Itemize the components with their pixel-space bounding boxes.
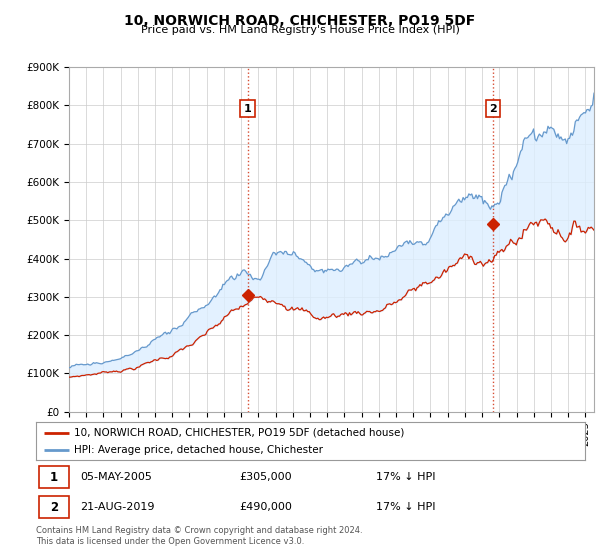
Text: 2: 2 xyxy=(489,104,497,114)
Text: 17% ↓ HPI: 17% ↓ HPI xyxy=(376,472,436,482)
Text: 10, NORWICH ROAD, CHICHESTER, PO19 5DF (detached house): 10, NORWICH ROAD, CHICHESTER, PO19 5DF (… xyxy=(74,427,405,437)
FancyBboxPatch shape xyxy=(39,466,69,488)
Text: £490,000: £490,000 xyxy=(239,502,292,512)
Text: 1: 1 xyxy=(244,104,251,114)
Text: 05-MAY-2005: 05-MAY-2005 xyxy=(80,472,152,482)
Text: 1: 1 xyxy=(50,470,58,483)
Text: 17% ↓ HPI: 17% ↓ HPI xyxy=(376,502,436,512)
FancyBboxPatch shape xyxy=(39,496,69,518)
Text: 21-AUG-2019: 21-AUG-2019 xyxy=(80,502,154,512)
Text: Price paid vs. HM Land Registry's House Price Index (HPI): Price paid vs. HM Land Registry's House … xyxy=(140,25,460,35)
Text: 10, NORWICH ROAD, CHICHESTER, PO19 5DF: 10, NORWICH ROAD, CHICHESTER, PO19 5DF xyxy=(124,14,476,28)
Text: HPI: Average price, detached house, Chichester: HPI: Average price, detached house, Chic… xyxy=(74,445,323,455)
Text: Contains HM Land Registry data © Crown copyright and database right 2024.
This d: Contains HM Land Registry data © Crown c… xyxy=(36,526,362,546)
Text: 2: 2 xyxy=(50,501,58,514)
Text: £305,000: £305,000 xyxy=(239,472,292,482)
